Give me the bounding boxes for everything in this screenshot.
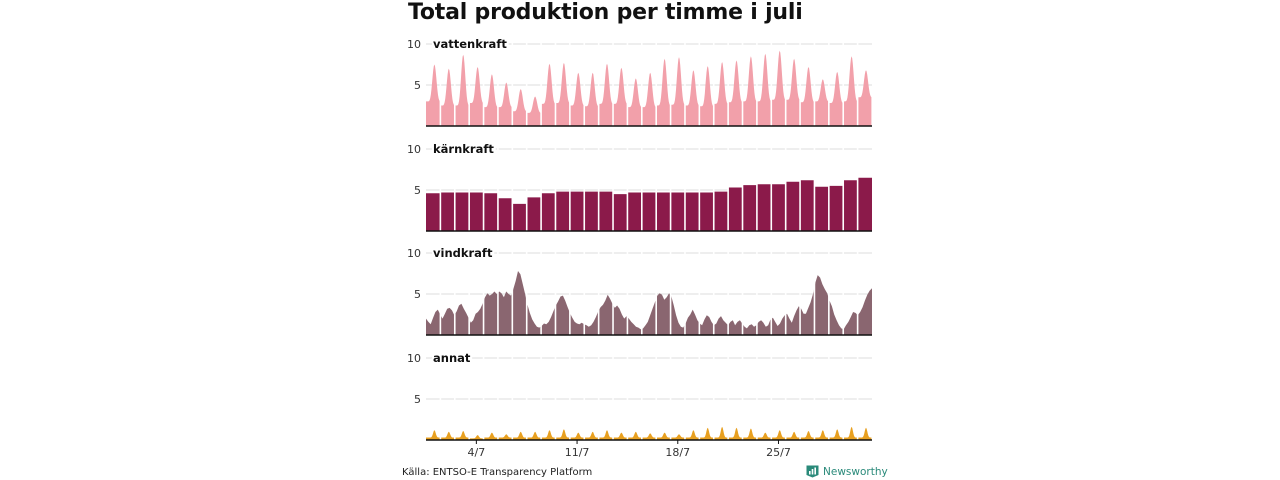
panel-label-kärnkraft: kärnkraft [433,142,494,156]
y-tick-label: 10 [407,352,421,365]
x-tick-label: 25/7 [766,446,791,459]
panel-label-annat: annat [433,351,471,365]
brand: Newsworthy [806,465,888,478]
x-tick-label: 4/7 [468,446,486,459]
area-series-annat [426,426,872,440]
y-tick-label: 5 [414,184,421,197]
area-series-kärnkraft [426,177,872,231]
panel-label-vattenkraft: vattenkraft [433,37,507,51]
y-tick-label: 10 [407,38,421,51]
y-tick-label: 10 [407,143,421,156]
x-tick-label: 11/7 [565,446,590,459]
newsworthy-logo-icon [806,465,819,478]
source-note: Källa: ENTSO-E Transparency Platform [402,467,593,478]
chart-title: Total produktion per timme i juli [408,0,803,25]
panel-label-vindkraft: vindkraft [433,246,493,260]
brand-name: Newsworthy [823,465,888,478]
area-series-vindkraft [426,271,872,335]
y-tick-label: 5 [414,79,421,92]
y-tick-label: 5 [414,288,421,301]
y-tick-label: 5 [414,393,421,406]
y-tick-label: 10 [407,247,421,260]
area-series-vattenkraft [426,50,872,126]
x-tick-label: 18/7 [665,446,690,459]
